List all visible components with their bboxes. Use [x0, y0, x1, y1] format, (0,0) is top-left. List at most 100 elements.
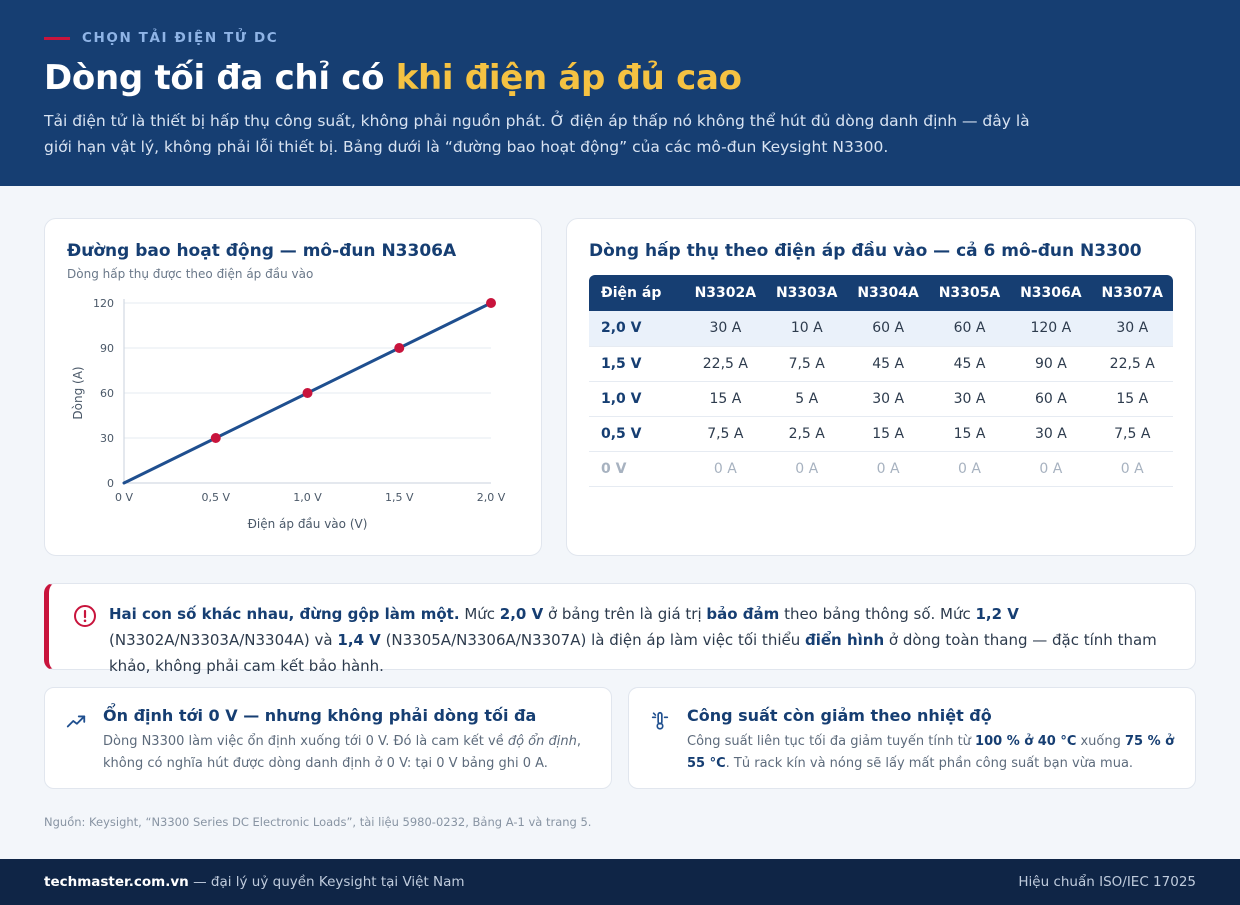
table-cell: 0 A [928, 451, 1011, 487]
x-tick-label: 0,5 V [201, 491, 230, 504]
table-title: Dòng hấp thụ theo điện áp đầu vào — cả 6… [589, 241, 1142, 261]
warning-emph: 2,0 V [499, 605, 544, 623]
page-title: Dòng tối đa chỉ có khi điện áp đủ cao [44, 58, 1196, 98]
table-cell: 60 A [847, 311, 929, 347]
warning-emph: 1,2 V [975, 605, 1019, 623]
table-cell: 30 A [1091, 311, 1173, 347]
x-tick-label: 2,0 V [477, 491, 506, 504]
table-cell: 15 A [684, 381, 767, 417]
warning-text-part: theo bảng thông số. Mức [779, 605, 976, 623]
data-point [394, 343, 405, 353]
info-text-part: xuống [1076, 734, 1126, 749]
info-card-stability: Ổn định tới 0 V — nhưng không phải dòng … [44, 687, 612, 789]
warning-callout: Hai con số khác nhau, đừng gộp làm một. … [44, 583, 1196, 675]
x-tick-label: 1,5 V [385, 491, 414, 504]
eyebrow-accent-bar [44, 36, 70, 40]
info-title: Công suất còn giảm theo nhiệt độ [687, 706, 992, 725]
data-point [486, 298, 496, 308]
table-cell: 120 A [1010, 311, 1092, 347]
hero-header: CHỌN TẢI ĐIỆN TỬ DC Dòng tối đa chỉ có k… [0, 0, 1240, 186]
table-row: 1,5 V 22,5 A 7,5 A 45 A 45 A 90 A 22,5 A [589, 346, 1173, 382]
warning-text-part: ở bảng trên là giá trị [543, 605, 707, 623]
warning-emph: bảo đảm [706, 605, 780, 623]
col-header-n3306a: N3306A [1010, 275, 1092, 311]
y-tick-label: 30 [100, 432, 114, 445]
table-cell: 1,5 V [589, 346, 685, 382]
thermometer-sun-icon [651, 711, 669, 730]
info-emph: độ ổn định [507, 734, 577, 749]
lede-paragraph: Tải điện tử là thiết bị hấp thụ công suấ… [44, 112, 1030, 156]
data-point [210, 433, 221, 443]
col-header-n3302a: N3302A [684, 275, 767, 311]
current-table: Điện áp N3302A N3303A N3304A N3305A N330… [589, 275, 1173, 487]
line-chart: 0 30 60 90 120 0 V 0,5 V 1,0 V 1,5 V 2,0 V Điện áp… [71, 297, 506, 531]
table-cell: 60 A [928, 311, 1011, 347]
warning-emph: 1,4 V [337, 631, 381, 649]
footer-tagline: — đại lý uỷ quyền Keysight tại Việt Nam [188, 874, 465, 890]
table-cell: 2,0 V [589, 311, 685, 347]
info-emph: 100 % ở 40 °C [975, 734, 1077, 749]
table-cell: 0 A [1091, 451, 1173, 487]
eyebrow: CHỌN TẢI ĐIỆN TỬ DC [44, 30, 1196, 46]
table-cell: 45 A [928, 346, 1011, 382]
table-cell: 7,5 A [766, 346, 848, 382]
table-cell: 60 A [1010, 381, 1092, 417]
warning-text-part: (N3302A/N3303A/N3304A) và [109, 631, 338, 649]
table-cell: 0 A [684, 451, 767, 487]
table-cell: 30 A [928, 381, 1011, 417]
footer-brand-link[interactable]: techmaster.com.vn [44, 874, 189, 890]
eyebrow-label: CHỌN TẢI ĐIỆN TỬ DC [82, 30, 279, 46]
warning-text-part: Mức [459, 605, 500, 623]
col-header-n3307a: N3307A [1091, 275, 1173, 311]
y-tick-label: 120 [93, 297, 114, 310]
x-tick-label: 0 V [115, 491, 133, 504]
table-cell: 0 V [589, 451, 685, 487]
warning-lead: Hai con số khác nhau, đừng gộp làm một. [109, 605, 460, 623]
info-emph: 75 % ở 55 °C [687, 734, 1175, 771]
col-header-n3304a: N3304A [847, 275, 929, 311]
table-cell: 22,5 A [684, 346, 767, 382]
table-cell: 5 A [766, 381, 848, 417]
x-tick-label: 1,0 V [293, 491, 322, 504]
table-cell: 2,5 A [766, 416, 848, 452]
table-cell: 30 A [1010, 416, 1092, 452]
table-cell: 15 A [1091, 381, 1173, 417]
y-axis-title: Dòng (A) [71, 366, 85, 419]
title-main: Dòng tối đa chỉ có [44, 58, 396, 98]
table-cell: 45 A [847, 346, 929, 382]
table-cell: 7,5 A [684, 416, 767, 452]
chart-card: Đường bao hoạt động — mô-đun N3306A Dòng… [44, 218, 542, 556]
trend-up-icon [66, 715, 86, 728]
warning-text-part: ở dòng toàn thang — đặc tính tham khảo, … [109, 631, 1157, 675]
data-point [302, 388, 313, 398]
warning-emph: điển hình [805, 631, 885, 649]
chart-title: Đường bao hoạt động — mô-đun N3306A [67, 241, 457, 261]
table-cell: 30 A [847, 381, 929, 417]
info-card-temperature: Công suất còn giảm theo nhiệt độ Công su… [628, 687, 1196, 789]
warning-text-part: (N3305A/N3306A/N3307A) là điện áp làm vi… [380, 631, 805, 649]
table-row: 0,5 V 7,5 A 2,5 A 15 A 15 A 30 A 7,5 A [589, 416, 1173, 452]
y-tick-label: 90 [100, 342, 114, 355]
info-text-part: Dòng N3300 làm việc ổn định xuống tới 0 … [103, 734, 508, 749]
info-text-part: Công suất liên tục tối đa giảm tuyến tín… [687, 734, 976, 749]
table-cell: 30 A [684, 311, 767, 347]
table-cell: 0,5 V [589, 416, 685, 452]
footer-cert: Hiệu chuẩn ISO/IEC 17025 [1018, 874, 1196, 890]
title-highlight: khi điện áp đủ cao [395, 58, 742, 98]
source-note: Nguồn: Keysight, “N3300 Series DC Electr… [44, 815, 592, 829]
table-cell: 10 A [766, 311, 848, 347]
table-cell: 90 A [1010, 346, 1092, 382]
table-header-row: Điện áp N3302A N3303A N3304A N3305A N330… [589, 275, 1173, 311]
table-row: 2,0 V 30 A 10 A 60 A 60 A 120 A 30 A [589, 311, 1173, 347]
table-cell: 7,5 A [1091, 416, 1173, 452]
col-header-n3303a: N3303A [766, 275, 848, 311]
y-tick-label: 0 [107, 477, 114, 490]
table-cell: 1,0 V [589, 381, 685, 417]
warning-text: Hai con số khác nhau, đừng gộp làm một. … [109, 601, 1175, 679]
footer: techmaster.com.vn — đại lý uỷ quyền Keys… [0, 859, 1240, 905]
table-cell: 0 A [766, 451, 848, 487]
info-title: Ổn định tới 0 V — nhưng không phải dòng … [103, 706, 537, 725]
table-row: 0 V 0 A 0 A 0 A 0 A 0 A 0 A [589, 451, 1173, 487]
table-cell: 0 A [1010, 451, 1092, 487]
col-header-n3305a: N3305A [928, 275, 1011, 311]
